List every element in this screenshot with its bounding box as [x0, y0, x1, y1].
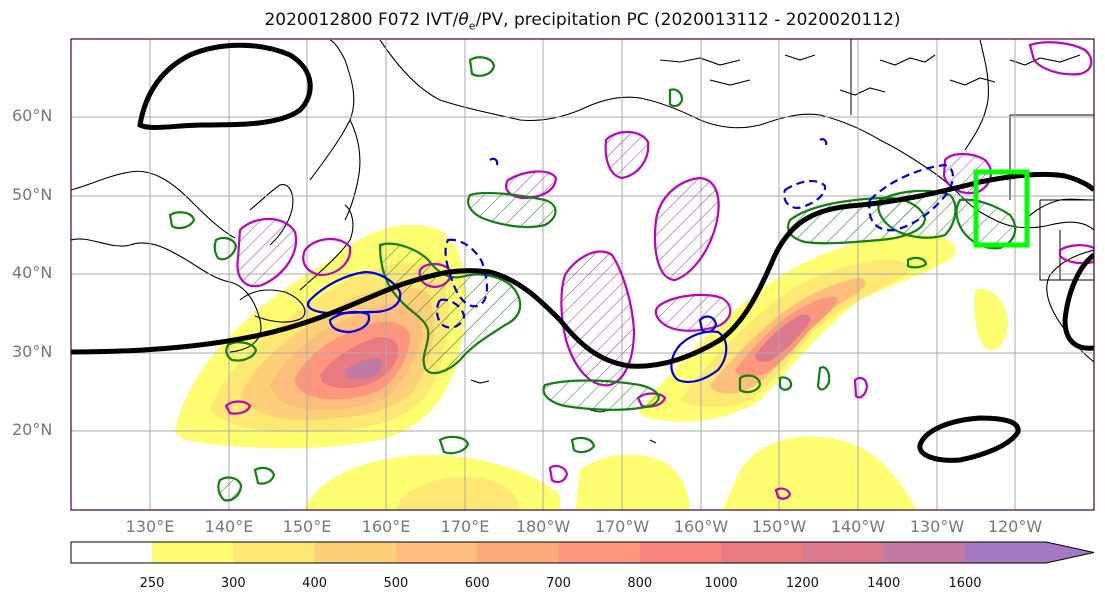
map-plot-area	[71, 39, 1094, 510]
lon-label-130e: 130°E	[125, 517, 175, 536]
lon-label-160e: 160°E	[361, 517, 411, 536]
highlight-box	[973, 169, 1030, 248]
lat-label-30n: 30°N	[12, 342, 53, 361]
lat-label-50n: 50°N	[12, 185, 53, 204]
lon-label-150w: 150°W	[751, 517, 807, 536]
lon-label-170w: 170°W	[594, 517, 650, 536]
colorbar	[70, 541, 1095, 564]
colorbar-bin	[639, 542, 722, 563]
colorbar-bin	[965, 542, 1047, 563]
colorbar-bin	[314, 542, 397, 563]
colorbar-bin	[233, 542, 316, 563]
ivt-blue-contours	[306, 138, 954, 384]
colorbar-tick-label: 250	[139, 576, 165, 591]
colorbar-bin	[558, 542, 641, 563]
ivt-shading	[175, 224, 1008, 510]
lon-label-130w: 130°W	[909, 517, 965, 536]
colorbar-bin	[477, 542, 559, 563]
colorbar-tick-label: 500	[383, 576, 409, 591]
lon-label-180w: 180°W	[515, 517, 571, 536]
lon-label-160w: 160°W	[673, 517, 729, 536]
lat-label-20n: 20°N	[12, 420, 53, 439]
colorbar-tick-label: 1400	[867, 576, 901, 591]
colorbar-bin	[802, 542, 885, 563]
lon-label-150e: 150°E	[282, 517, 332, 536]
colorbar-bin	[152, 542, 234, 563]
colorbar-tick-label: 400	[302, 576, 328, 591]
lon-label-140w: 140°W	[830, 517, 886, 536]
lat-label-60n: 60°N	[12, 106, 53, 125]
colorbar-tick-label: 800	[627, 576, 653, 591]
map-title: 2020012800 F072 IVT/θe/PV, precipitation…	[264, 10, 901, 33]
colorbar-bin	[883, 542, 966, 563]
lat-label-40n: 40°N	[12, 263, 53, 282]
colorbar-bin	[721, 542, 803, 563]
colorbar-tick-label: 600	[464, 576, 490, 591]
colorbar-tick-label: 1000	[704, 576, 738, 591]
lon-label-140e: 140°E	[204, 517, 254, 536]
colorbar-bin	[395, 542, 478, 563]
colorbar-tick-label: 700	[546, 576, 571, 591]
map-frame	[70, 38, 1095, 511]
colorbar-tick-label: 300	[220, 576, 246, 591]
colorbar-tick-label: 1600	[948, 576, 982, 591]
lon-label-170e: 170°E	[440, 517, 490, 536]
lon-label-120w: 120°W	[987, 517, 1043, 536]
colorbar-tick-label: 1200	[785, 576, 819, 591]
